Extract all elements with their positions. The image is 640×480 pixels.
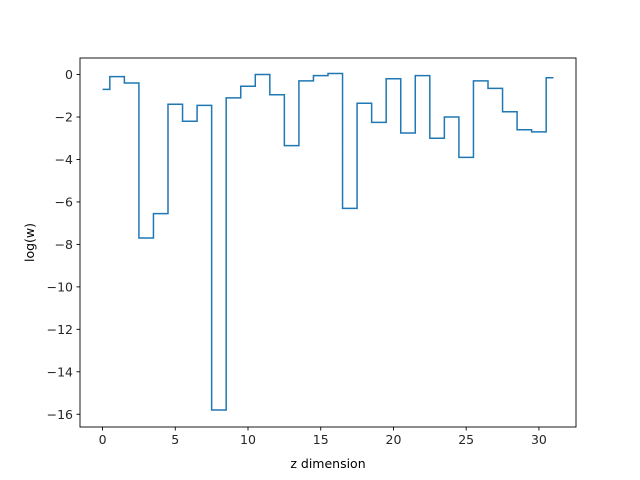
y-tick-label: −6 (55, 194, 73, 209)
x-tick-label: 25 (458, 432, 474, 447)
x-axis-label: z dimension (290, 456, 365, 471)
y-tick-label: −12 (47, 322, 73, 337)
y-tick-label: 0 (65, 67, 73, 82)
y-tick-label: −16 (47, 407, 73, 422)
y-axis-ticks: 0 −2 −4 −6 −8 −10 −12 −14 −16 (47, 67, 80, 422)
x-tick-label: 30 (531, 432, 547, 447)
x-tick-label: 20 (386, 432, 402, 447)
y-tick-label: −4 (55, 152, 73, 167)
y-tick-label: −10 (47, 279, 73, 294)
y-tick-label: −2 (55, 110, 73, 125)
plot-frame (79, 57, 577, 428)
y-tick-label: −8 (55, 237, 73, 252)
x-tick-label: 0 (99, 432, 107, 447)
x-axis-ticks: 0 5 10 15 20 25 30 (99, 427, 547, 447)
series-group (102, 72, 554, 411)
x-tick-label: 5 (171, 432, 179, 447)
y-axis-label: log(w) (22, 223, 37, 262)
x-tick-label: 15 (313, 432, 329, 447)
y-tick-label: −14 (47, 364, 73, 379)
x-tick-label: 10 (240, 432, 256, 447)
series-line (102, 72, 554, 411)
